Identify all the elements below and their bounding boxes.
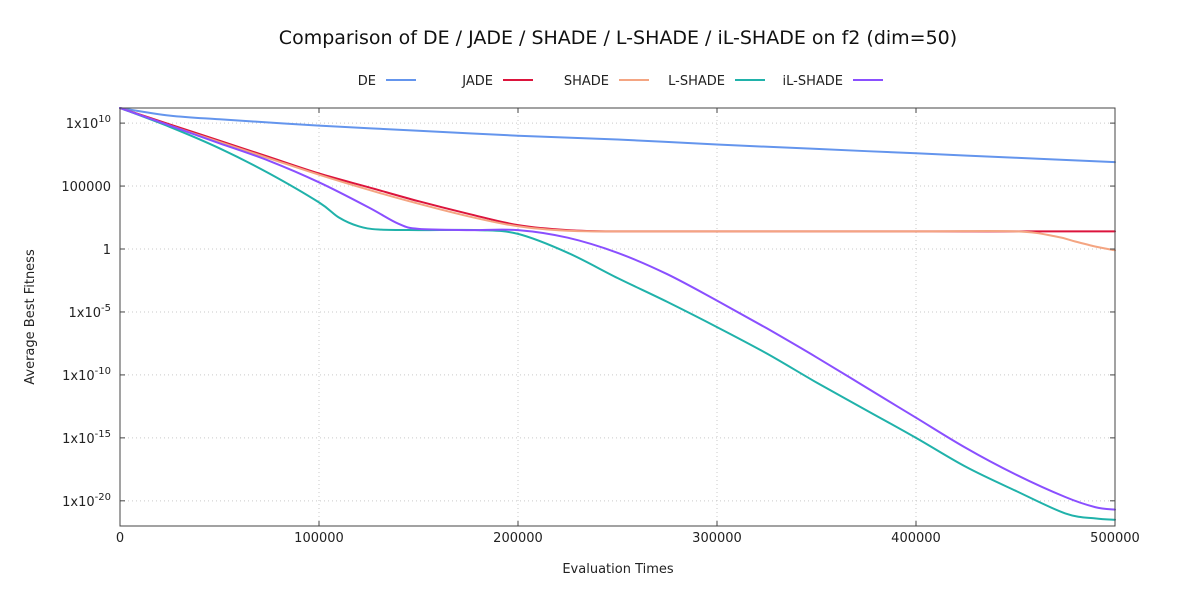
x-tick-label: 300000	[692, 531, 742, 546]
x-tick-label: 400000	[891, 531, 941, 546]
y-tick-label: 1x1010	[66, 114, 111, 132]
series-line-shade	[119, 107, 1116, 252]
chart-title: Comparison of DE / JADE / SHADE / L-SHAD…	[279, 27, 957, 49]
series-line-il-shade	[119, 107, 1116, 511]
grid-lines	[120, 108, 1115, 526]
legend-label-l-shade: L-SHADE	[668, 74, 725, 89]
x-tick-label: 500000	[1090, 531, 1140, 546]
series-line-l-shade	[119, 107, 1116, 521]
y-tick-label: 1x10-15	[62, 429, 111, 447]
series-line-de	[119, 107, 1116, 164]
x-tick-label: 100000	[294, 531, 344, 546]
series-lines	[119, 107, 1116, 521]
legend-label-shade: SHADE	[564, 74, 609, 89]
y-tick-label: 1x10-10	[62, 366, 111, 384]
y-tick-label: 1x10-5	[69, 303, 112, 321]
y-tick-label: 100000	[61, 180, 111, 195]
series-line-jade	[119, 107, 1116, 233]
legend-label-de: DE	[358, 74, 376, 89]
y-tick-label: 1x10-20	[62, 492, 111, 510]
x-tick-label: 200000	[493, 531, 543, 546]
y-axis-label: Average Best Fitness	[23, 249, 38, 385]
legend: DE JADE SHADE L-SHADE iL-SHADE	[358, 74, 883, 89]
legend-label-il-shade: iL-SHADE	[783, 74, 843, 89]
plot-frame	[119, 107, 1116, 527]
y-tick-label: 1	[103, 243, 111, 258]
x-tick-label: 0	[116, 531, 124, 546]
axis-ticks: 0 100000 200000 300000 400000 500000 1x1010 100…	[61, 108, 1140, 546]
legend-label-jade: JADE	[461, 74, 493, 89]
x-axis-label: Evaluation Times	[562, 562, 674, 577]
